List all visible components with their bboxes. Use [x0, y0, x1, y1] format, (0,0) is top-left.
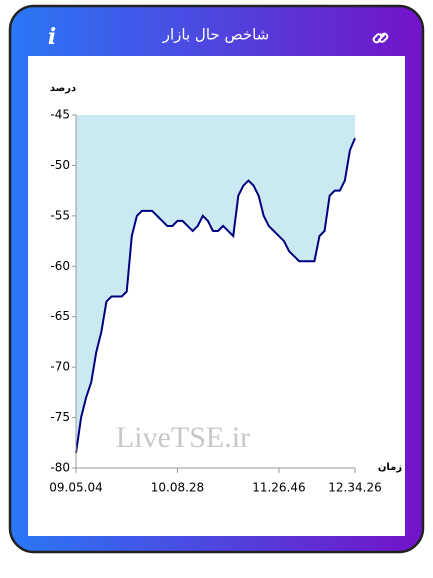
y-tick-label: -70: [50, 360, 70, 374]
y-tick-label: -50: [50, 158, 70, 172]
x-tick-label: 09.05.04: [49, 481, 102, 495]
link-button[interactable]: [372, 32, 389, 44]
watermark: LiveTSE.ir: [116, 421, 250, 454]
y-tick-label: -75: [50, 410, 70, 424]
x-tick-label: 12.34.26: [328, 481, 381, 495]
svg-text:i: i: [48, 24, 56, 50]
info-button[interactable]: i: [48, 24, 56, 50]
y-tick-label: -60: [50, 259, 70, 273]
x-tick-label: 10.08.28: [151, 481, 204, 495]
header-title: شاخص حال بازار: [162, 26, 269, 44]
chart: LiveTSE.ir -45 -50 -55 -60 -65 -70 -75 -80 09.05.…: [49, 83, 402, 495]
x-tick-label: 11.26.46: [252, 481, 305, 495]
line: [75, 137, 356, 454]
area: [76, 115, 355, 453]
y-tick-label: -65: [50, 309, 70, 323]
x-axis-label: زمان: [378, 462, 402, 473]
y-tick-label: -55: [50, 208, 70, 222]
y-tick-label: -80: [50, 461, 70, 475]
y-axis-label: درصد: [50, 83, 76, 94]
y-tick-label: -45: [50, 108, 70, 122]
